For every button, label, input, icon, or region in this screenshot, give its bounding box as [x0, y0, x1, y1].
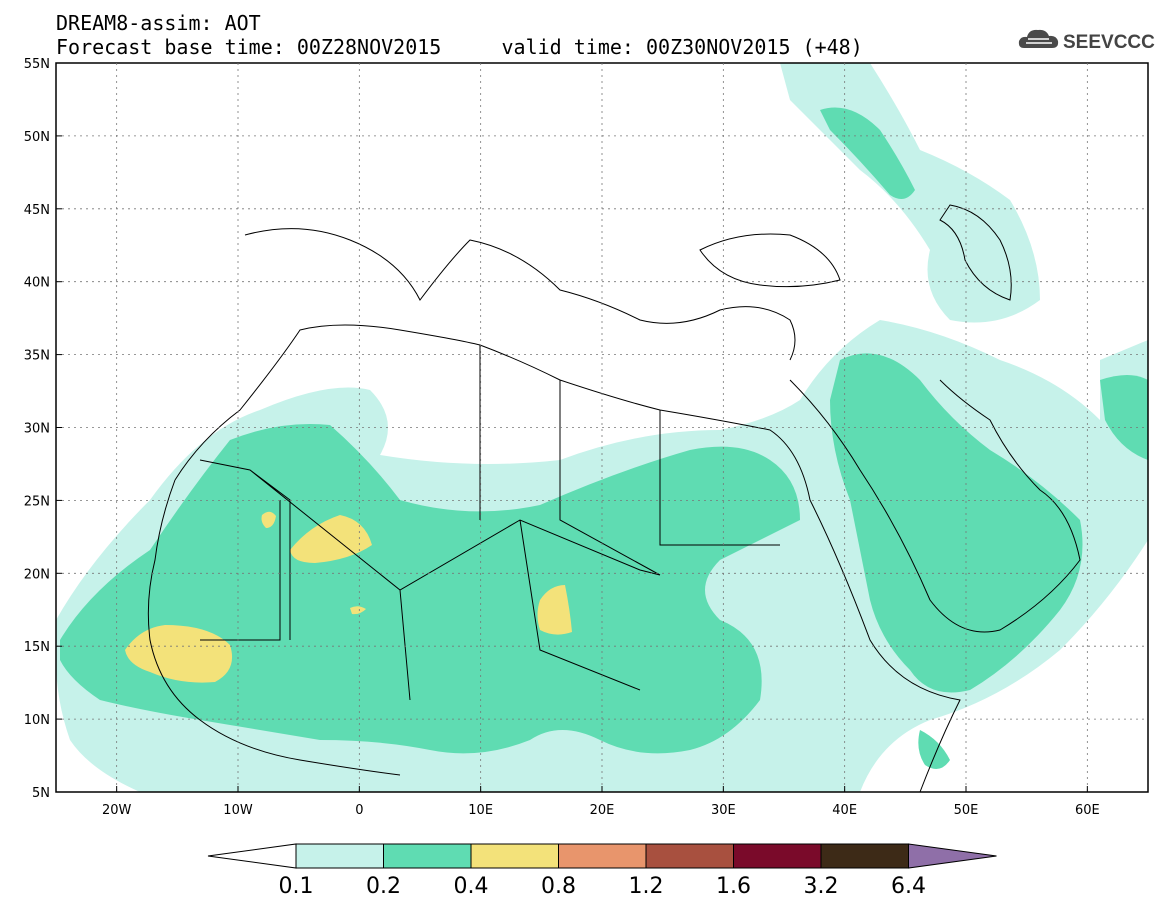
longitude-label: 40E: [832, 803, 857, 818]
colorbar-level-label: 0.2: [366, 874, 401, 899]
aot-contour-0.4: [350, 606, 366, 615]
africa-west-coast: [147, 479, 401, 776]
latitude-label: 10N: [24, 713, 50, 728]
longitude-labels: 20W 10W 0 10E 20E 30E 40E 50E 60E: [102, 786, 1100, 818]
longitude-label: 20E: [590, 803, 615, 818]
latitude-label: 15N: [24, 640, 50, 655]
europe-coast: [244, 228, 796, 361]
colorbar-right-arrow: [908, 843, 997, 869]
product-title: DREAM8-assim: AOT: [56, 11, 261, 35]
coastlines: [147, 204, 1081, 792]
colorbar: [207, 843, 997, 869]
aot-contour-0.2: [820, 107, 915, 199]
latitude-label: 50N: [24, 130, 50, 145]
africa-coast: [174, 324, 961, 792]
aot-contour-0.4: [537, 585, 572, 635]
aot-contour-0.2: [918, 730, 950, 769]
colorbar-left-arrow: [207, 843, 297, 869]
borders: [199, 345, 780, 701]
colorbar-labels: 0.1 0.2 0.4 0.8 1.2 1.6 3.2 6.4: [279, 874, 927, 899]
latitude-label: 25N: [24, 494, 50, 509]
longitude-label: 60E: [1075, 803, 1100, 818]
aot-contour-0.2: [60, 424, 800, 754]
cloud-icon: [1018, 29, 1059, 48]
colorbar-level-label: 0.1: [279, 874, 314, 899]
colorbar-level-label: 1.6: [716, 874, 751, 899]
longitude-label: 10E: [468, 803, 493, 818]
latitude-label: 20N: [24, 567, 50, 582]
latitude-label: 35N: [24, 349, 50, 364]
aot-contour-0.4: [125, 625, 233, 683]
seevccc-logo: SEEVCCC: [1018, 29, 1155, 53]
latitude-label: 40N: [24, 276, 50, 291]
colorbar-segment: [820, 843, 909, 869]
colorbar-level-label: 3.2: [804, 874, 839, 899]
latitude-label: 5N: [32, 786, 50, 801]
longitude-label: 50E: [954, 803, 979, 818]
black-sea: [699, 233, 841, 288]
graticule: [56, 63, 1148, 792]
longitude-label: 10W: [223, 803, 253, 818]
colorbar-level-label: 0.8: [541, 874, 576, 899]
aot-contour-0.4: [261, 511, 276, 528]
colorbar-segment: [558, 843, 647, 869]
longitude-label: 30E: [711, 803, 736, 818]
longitude-label: 0: [355, 803, 363, 818]
colorbar-segment: [383, 843, 472, 869]
forecast-time-line: Forecast base time: 00Z28NOV2015 valid t…: [56, 35, 863, 59]
latitude-labels: 55N 50N 45N 40N 35N 30N 25N 20N 15N 10N 5N: [24, 57, 62, 801]
longitude-label: 20W: [102, 803, 132, 818]
aot-contour-0.2: [830, 353, 1083, 693]
colorbar-segment: [645, 843, 734, 869]
colorbar-segment: [295, 843, 384, 869]
colorbar-level-label: 1.2: [629, 874, 664, 899]
caspian: [939, 204, 1012, 301]
logo-text: SEEVCCC: [1063, 32, 1155, 53]
aot-contour-0.2: [1100, 375, 1148, 460]
latitude-label: 45N: [24, 203, 50, 218]
colorbar-level-label: 0.4: [454, 874, 489, 899]
colorbar-segment: [733, 843, 822, 869]
colorbar-level-label: 6.4: [891, 874, 926, 899]
latitude-label: 55N: [24, 57, 50, 72]
colorbar-segment: [470, 843, 559, 869]
arabia-coast: [789, 379, 1081, 633]
latitude-label: 30N: [24, 422, 50, 437]
